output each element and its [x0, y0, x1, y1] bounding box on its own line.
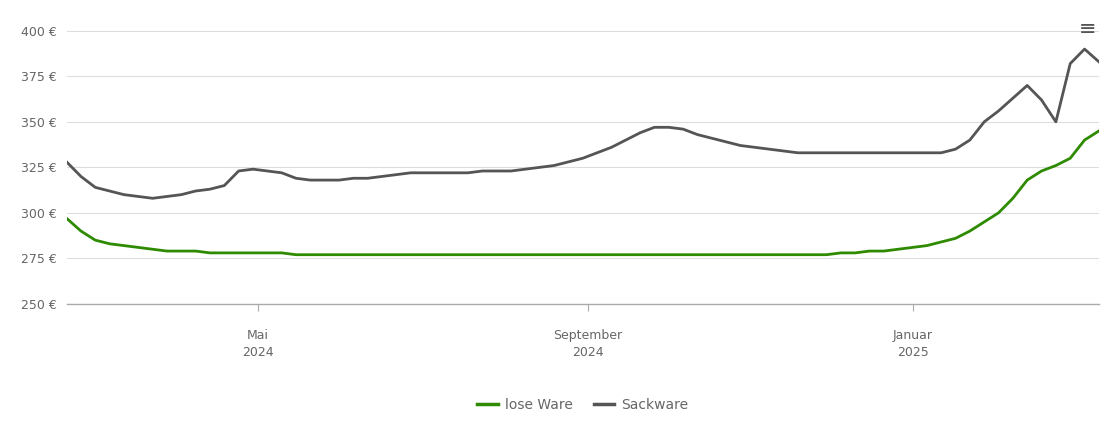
- Text: Mai: Mai: [246, 329, 269, 342]
- Text: 2025: 2025: [897, 346, 929, 359]
- Text: 2024: 2024: [242, 346, 273, 359]
- Text: ≡: ≡: [1079, 19, 1097, 39]
- Legend: lose Ware, Sackware: lose Ware, Sackware: [472, 392, 694, 417]
- Text: Januar: Januar: [894, 329, 934, 342]
- Text: 2024: 2024: [572, 346, 604, 359]
- Text: September: September: [554, 329, 623, 342]
